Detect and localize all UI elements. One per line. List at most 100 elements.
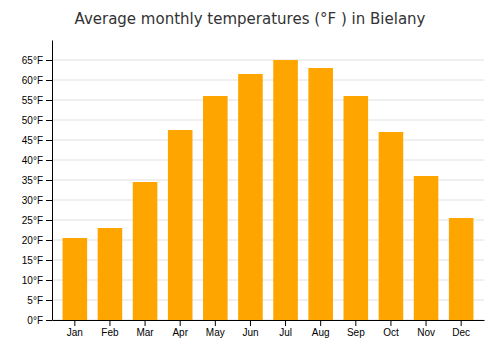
x-tick-mark (180, 320, 181, 326)
y-tick: 25°F (22, 215, 52, 226)
y-tick-mark (46, 60, 52, 61)
x-tick-label: Mar (136, 327, 154, 338)
x-tick-label: Jun (242, 327, 258, 338)
x-tick: Apr (172, 320, 188, 338)
y-tick-label: 5°F (27, 295, 43, 306)
x-tick-mark (250, 320, 251, 326)
x-tick: Aug (312, 320, 330, 338)
grid (52, 60, 484, 320)
bar (344, 96, 369, 320)
x-tick-label: Apr (172, 327, 188, 338)
y-tick-label: 55°F (22, 95, 43, 106)
y-tick-label: 25°F (22, 215, 43, 226)
bar (63, 238, 88, 320)
bar (203, 96, 228, 320)
y-tick-label: 15°F (22, 255, 43, 266)
x-tick-label: Oct (383, 327, 399, 338)
x-tick-mark (426, 320, 427, 326)
x-tick-label: May (206, 327, 225, 338)
y-tick-mark (46, 280, 52, 281)
plot: 0°F 5°F 10°F 15°F 20°F 25°F 30°F 35°F 40°F 45°F 50… (22, 41, 485, 339)
x-tick: May (206, 320, 225, 338)
x-tick-label: Feb (101, 327, 119, 338)
y-tick: 35°F (22, 175, 52, 186)
y-tick-label: 0°F (27, 315, 43, 326)
x-tick-label: Jan (67, 327, 83, 338)
y-tick: 40°F (22, 155, 52, 166)
y-tick: 55°F (22, 95, 52, 106)
y-tick-label: 65°F (22, 55, 43, 66)
x-tick-mark (461, 320, 462, 326)
y-tick-mark (46, 260, 52, 261)
y-tick: 65°F (22, 55, 52, 66)
grid-line (52, 80, 484, 81)
bar (414, 176, 439, 320)
x-tick-mark (109, 320, 110, 326)
y-tick: 45°F (22, 135, 52, 146)
y-tick-mark (46, 300, 52, 301)
y-tick-mark (46, 200, 52, 201)
y-tick-label: 40°F (22, 155, 43, 166)
y-tick-label: 60°F (22, 75, 43, 86)
y-tick-mark (46, 240, 52, 241)
y-tick-label: 45°F (22, 135, 43, 146)
grid-line (52, 60, 484, 61)
y-tick-mark (46, 220, 52, 221)
x-tick-mark (74, 320, 75, 326)
y-tick-label: 20°F (22, 235, 43, 246)
bars (63, 60, 474, 320)
chart: 0°F 5°F 10°F 15°F 20°F 25°F 30°F 35°F 40°F 45°F 50… (0, 0, 500, 350)
x-tick-mark (145, 320, 146, 326)
bar (133, 182, 158, 320)
y-tick: 10°F (22, 275, 52, 286)
y-tick-mark (46, 320, 52, 321)
bar (308, 68, 333, 320)
x-tick: Jan (67, 320, 83, 338)
x-tick-label: Aug (312, 327, 330, 338)
grid-line (52, 160, 484, 161)
x-tick: Feb (101, 320, 119, 338)
x-tick: Sep (347, 320, 365, 338)
bar (273, 60, 298, 320)
x-tick: Mar (136, 320, 154, 338)
y-tick: 60°F (22, 75, 52, 86)
y-tick-mark (46, 180, 52, 181)
x-tick: Oct (383, 320, 399, 338)
y-tick: 50°F (22, 115, 52, 126)
y-tick: 20°F (22, 235, 52, 246)
y-tick: 15°F (22, 255, 52, 266)
x-tick-mark (390, 320, 391, 326)
y-tick: 30°F (22, 195, 52, 206)
grid-line (52, 140, 484, 141)
y-tick: 5°F (27, 295, 52, 306)
x-tick-mark (355, 320, 356, 326)
x-tick-label: Jul (279, 327, 292, 338)
x-tick-mark (215, 320, 216, 326)
x-axis: Jan Feb Mar Apr May Jun Jul Aug Sep Oct Nov Dec (53, 320, 485, 338)
bar (98, 228, 123, 320)
grid-line (52, 100, 484, 101)
bar (238, 74, 263, 320)
y-tick-mark (46, 100, 52, 101)
y-tick-mark (46, 160, 52, 161)
bar (168, 130, 193, 320)
y-axis: 0°F 5°F 10°F 15°F 20°F 25°F 30°F 35°F 40°F 45°F 50… (22, 41, 53, 326)
x-tick-label: Dec (452, 327, 470, 338)
title: Average monthly temperatures (°F ) in Bi… (75, 10, 426, 28)
y-tick-mark (46, 140, 52, 141)
x-tick: Dec (452, 320, 470, 338)
x-tick: Nov (417, 320, 435, 338)
y-tick-label: 10°F (22, 275, 43, 286)
y-axis-line (52, 41, 53, 321)
x-tick-mark (320, 320, 321, 326)
y-tick-label: 30°F (22, 195, 43, 206)
x-tick: Jul (279, 320, 292, 338)
y-tick-label: 50°F (22, 115, 43, 126)
x-tick-label: Nov (417, 327, 435, 338)
x-tick: Jun (242, 320, 258, 338)
y-tick-mark (46, 80, 52, 81)
grid-line (52, 120, 484, 121)
y-tick: 0°F (27, 315, 52, 326)
y-tick-label: 35°F (22, 175, 43, 186)
x-tick-mark (285, 320, 286, 326)
